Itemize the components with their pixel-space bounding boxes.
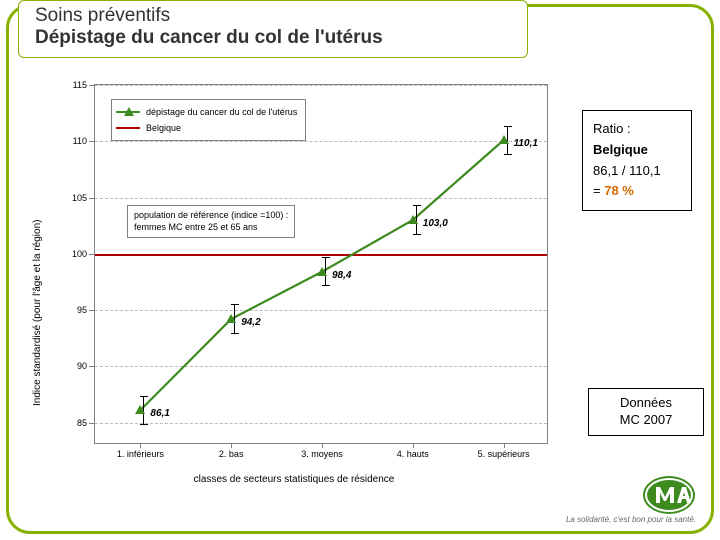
x-tick-label: 4. hauts	[397, 449, 429, 459]
title-line2: Dépistage du cancer du col de l'utérus	[35, 27, 511, 49]
logo-icon	[642, 475, 696, 515]
plot-area: dépistage du cancer du col de l'utérus B…	[94, 84, 548, 444]
ratio-result: = 78 %	[593, 181, 681, 202]
data-label: 110,1	[514, 138, 538, 149]
y-tick-label: 90	[77, 361, 87, 371]
x-tick-label: 5. supérieurs	[478, 449, 530, 459]
data-label: 86,1	[150, 408, 169, 419]
y-tick-label: 85	[77, 418, 87, 428]
data-marker	[499, 135, 509, 144]
chart: Indice standardisé (pour l'âge et la rég…	[24, 76, 564, 496]
y-tick-label: 100	[72, 249, 87, 259]
ratio-region: Belgique	[593, 140, 681, 161]
data-source-box: Données MC 2007	[588, 388, 704, 436]
x-tick-label: 2. bas	[219, 449, 244, 459]
ratio-heading: Ratio :	[593, 119, 681, 140]
data-marker	[226, 314, 236, 323]
data-source-line2: MC 2007	[620, 412, 673, 427]
ratio-eq-value: 78 %	[604, 183, 634, 198]
data-label: 94,2	[241, 317, 260, 328]
y-tick-label: 95	[77, 305, 87, 315]
logo: La solidarité, c'est bon pour la santé.	[566, 475, 696, 524]
x-tick-label: 1. inférieurs	[117, 449, 164, 459]
title-line1: Soins préventifs	[35, 5, 511, 27]
ratio-text: 86,1 / 110,1	[593, 161, 681, 182]
ratio-eq-prefix: =	[593, 183, 604, 198]
ratio-box: Ratio : Belgique 86,1 / 110,1 = 78 %	[582, 110, 692, 211]
x-axis-title: classes de secteurs statistiques de rési…	[24, 474, 564, 485]
logo-tagline: La solidarité, c'est bon pour la santé.	[566, 515, 696, 524]
data-marker	[317, 267, 327, 276]
data-source-line1: Données	[620, 395, 672, 410]
data-label: 98,4	[332, 270, 351, 281]
data-marker	[408, 215, 418, 224]
y-tick-label: 115	[73, 80, 87, 90]
y-tick-label: 105	[72, 193, 87, 203]
y-tick-label: 110	[73, 136, 87, 146]
data-label: 103,0	[423, 218, 448, 229]
title-bar: Soins préventifs Dépistage du cancer du …	[18, 0, 528, 58]
y-axis-title: Indice standardisé (pour l'âge et la rég…	[32, 220, 43, 406]
x-tick-label: 3. moyens	[301, 449, 343, 459]
data-marker	[135, 405, 145, 414]
